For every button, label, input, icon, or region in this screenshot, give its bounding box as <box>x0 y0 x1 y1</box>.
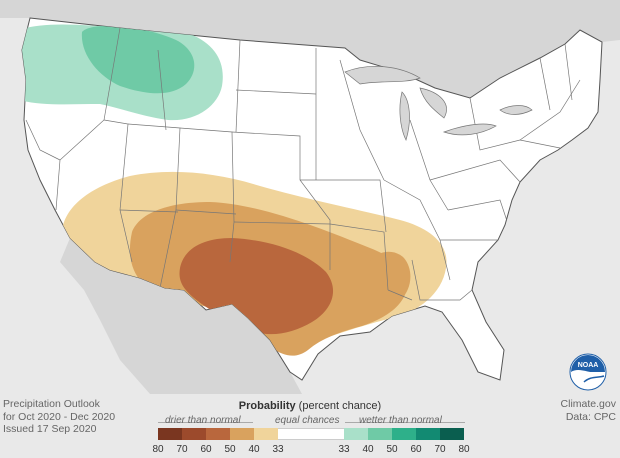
caption-period: for Oct 2020 - Dec 2020 <box>3 410 116 423</box>
tick-dry-70: 70 <box>176 444 188 455</box>
swatch-wet-60 <box>416 428 440 440</box>
baja-peninsula <box>70 240 116 334</box>
dry-40-contour-southeast <box>368 251 411 305</box>
footer: Precipitation Outlook for Oct 2020 - Dec… <box>0 394 620 458</box>
tick-wet-70: 70 <box>434 444 446 455</box>
tick-dry-60: 60 <box>200 444 212 455</box>
lake-michigan <box>399 91 410 141</box>
canada-land <box>0 0 620 98</box>
equal-label: equal chances <box>275 415 340 426</box>
credit-source: Data: CPC <box>565 410 616 423</box>
state-borders <box>25 27 581 301</box>
tick-wet-33: 33 <box>338 444 350 455</box>
legend-title-rest: (percent chance) <box>295 400 382 412</box>
great-lakes <box>344 66 533 141</box>
swatch-dry-33 <box>254 428 278 440</box>
noaa-logo: NOAA <box>569 353 607 391</box>
outlook-map: NOAA <box>0 0 620 394</box>
legend-title: Probability (percent chance) <box>0 400 620 412</box>
lake-huron <box>419 87 447 119</box>
credit: Climate.gov Data: CPC <box>561 398 616 423</box>
tick-dry-40: 40 <box>248 444 260 455</box>
swatch-dry-50 <box>206 428 230 440</box>
noaa-logo-text: NOAA <box>578 362 599 369</box>
drier-label: drier than normal <box>165 415 241 426</box>
wet-40-contour <box>81 25 195 94</box>
tick-wet-50: 50 <box>386 444 398 455</box>
wetter-line <box>345 422 465 423</box>
tick-dry-50: 50 <box>224 444 236 455</box>
tick-wet-60: 60 <box>410 444 422 455</box>
tick-dry-33: 33 <box>272 444 284 455</box>
swatch-wet-40 <box>368 428 392 440</box>
credit-site: Climate.gov <box>560 398 616 410</box>
drier-line <box>158 422 253 423</box>
swatch-wet-33 <box>344 428 368 440</box>
tick-wet-80: 80 <box>458 444 470 455</box>
caption-title: Precipitation Outlook <box>3 398 100 410</box>
wetter-label: wetter than normal <box>359 415 442 426</box>
swatch-wet-70 <box>440 428 464 440</box>
mexico-land <box>60 238 302 394</box>
swatch-equal <box>278 428 344 440</box>
tick-wet-40: 40 <box>362 444 374 455</box>
swatch-dry-70 <box>158 428 182 440</box>
caption-issued: Issued 17 Sep 2020 <box>3 423 97 435</box>
probability-contours <box>22 24 447 356</box>
swatch-dry-40 <box>230 428 254 440</box>
legend-title-bold: Probability <box>238 400 296 412</box>
lake-erie <box>442 123 497 136</box>
lake-superior <box>344 66 421 85</box>
tick-dry-80: 80 <box>152 444 164 455</box>
lake-ontario <box>499 105 533 115</box>
outlook-caption: Precipitation Outlook for Oct 2020 - Dec… <box>3 398 115 436</box>
swatch-wet-50 <box>392 428 416 440</box>
swatch-dry-60 <box>182 428 206 440</box>
